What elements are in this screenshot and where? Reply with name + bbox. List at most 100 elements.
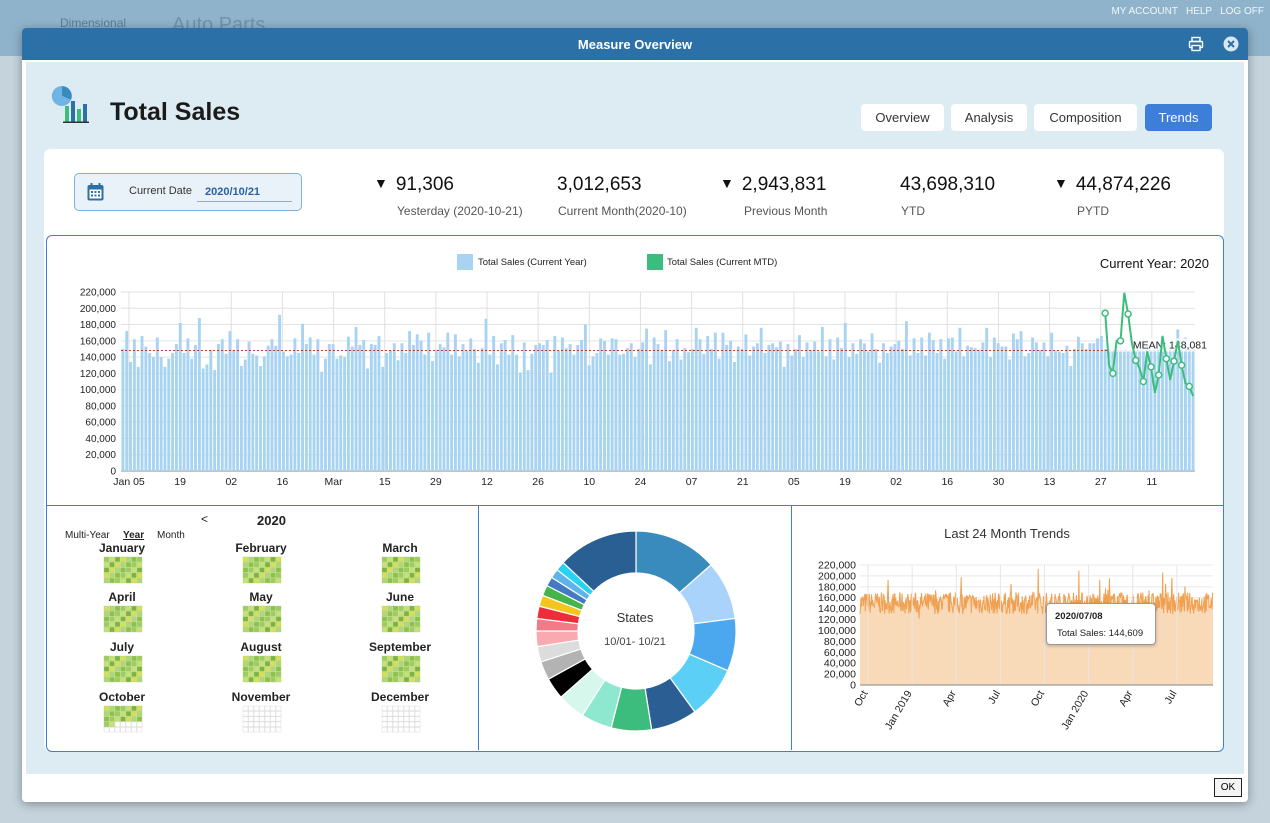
month-grid-july[interactable] [103,655,143,683]
month-label-february[interactable]: February [235,541,287,555]
day-cell [403,567,410,573]
current-date-picker[interactable]: Current Date [74,173,302,211]
trend-x-tick-label: Oct [1029,688,1048,708]
month-label-july[interactable]: July [109,640,134,654]
month-label-october[interactable]: October [98,690,145,704]
x-tick-label: 21 [737,476,749,488]
month-grid-september[interactable] [381,655,421,683]
day-cell [253,711,260,717]
day-cell [270,655,276,662]
bar-daily-sales [148,353,152,471]
view-month[interactable]: Month [157,530,185,541]
bar-daily-sales [732,361,736,471]
close-icon[interactable] [1223,36,1239,52]
month-label-april[interactable]: April [108,590,136,604]
kpi-previous-month-value: ▼ 2,943,831 [720,174,826,196]
help-link[interactable]: HELP [1185,6,1213,17]
day-cell [270,605,276,612]
mtd-point [1116,337,1125,345]
month-label-august[interactable]: August [240,640,282,654]
month-grid-november[interactable] [242,705,282,733]
month-grid-october[interactable] [103,705,143,733]
month-grid-march[interactable] [381,556,421,584]
trend-y-tick-label: 20,000 [824,669,856,681]
month-grid-may[interactable] [242,605,282,633]
day-cell [409,562,415,568]
month-grid-january[interactable] [103,556,143,584]
bar-daily-sales [220,339,224,471]
month-label-january[interactable]: January [98,541,146,555]
day-cell [125,567,132,573]
day-cell [403,578,410,584]
day-cell [125,616,132,622]
tab-analysis[interactable]: Analysis [951,104,1027,131]
day-cell [242,567,249,573]
month-grid-february[interactable] [242,556,282,584]
view-multi-year[interactable]: Multi-Year [65,530,110,541]
bar-daily-sales [805,342,809,471]
day-cell [392,605,399,612]
x-tick-label: 15 [379,476,391,488]
day-cell [253,578,260,584]
bar-daily-sales [1187,343,1191,471]
bar-daily-sales [308,337,312,471]
day-cell [275,705,282,712]
ok-button[interactable]: OK [1214,778,1242,797]
month-label-march[interactable]: March [382,541,418,555]
day-cell [253,671,260,677]
bar-daily-sales [1176,329,1180,471]
bar-daily-sales [939,339,943,471]
calendar-icon[interactable] [87,183,104,201]
day-cell [114,721,121,727]
tab-overview[interactable]: Overview [861,104,944,131]
month-label-november[interactable]: November [231,690,291,704]
view-year[interactable]: Year [123,530,145,541]
month-grid-august[interactable] [242,655,282,683]
day-cell [414,605,421,612]
donut-slice[interactable] [562,530,637,593]
day-cell [136,661,143,667]
day-cell [114,705,121,712]
calendar-prev-button[interactable]: < [201,512,209,526]
day-cell [109,705,115,712]
log-off-link[interactable]: LOG OFF [1220,6,1264,17]
trend-y-tick-label: 100,000 [818,625,856,637]
month-grid-june[interactable] [381,605,421,633]
printer-icon[interactable] [1188,36,1204,52]
bar-daily-sales [1138,343,1142,471]
day-cell [120,677,126,683]
bar-daily-sales [293,338,297,471]
day-cell [398,705,404,712]
day-cell [248,677,254,683]
month-grid-april[interactable] [103,605,143,633]
month-label-may[interactable]: May [249,590,273,604]
day-cell [259,677,265,683]
bar-daily-sales [1180,339,1184,471]
month-label-september[interactable]: September [368,640,432,654]
month-grid-december[interactable] [381,705,421,733]
trend-y-tick-label: 160,000 [818,592,856,604]
legend-swatch-current-mtd [647,254,663,270]
tab-trends[interactable]: Trends [1145,104,1212,131]
bar-daily-sales [1027,353,1031,471]
month-label-june[interactable]: June [385,590,414,604]
day-cell [403,572,410,578]
day-cell [136,578,143,584]
bar-daily-sales [866,351,870,471]
current-date-input[interactable] [197,182,292,202]
bar-daily-sales [832,359,836,471]
day-cell [259,721,265,727]
month-label-december[interactable]: December [370,690,430,704]
bar-daily-sales [159,357,163,471]
my-account-link[interactable]: MY ACCOUNT [1111,6,1178,17]
day-cell [403,621,410,627]
day-cell [136,671,143,677]
day-cell [242,666,249,672]
tab-composition[interactable]: Composition [1034,104,1137,131]
day-cell [264,611,271,617]
bar-daily-sales [247,341,251,471]
day-cell [125,605,132,612]
bar-daily-sales [943,358,947,471]
day-cell [131,705,137,712]
bar-daily-sales [679,359,683,471]
